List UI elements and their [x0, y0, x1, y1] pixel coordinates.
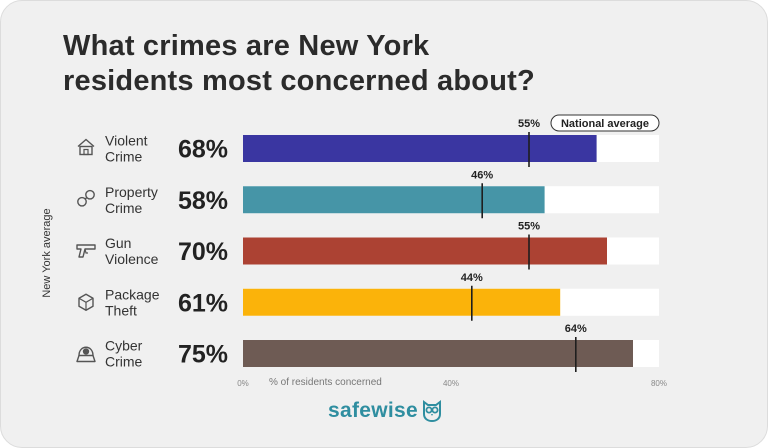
house-icon	[77, 138, 95, 156]
handcuffs-icon	[77, 189, 95, 207]
bar-ny-average	[243, 186, 545, 214]
bar-ny-average	[243, 340, 633, 367]
ny-value-label: 58%	[178, 187, 228, 215]
bar-ny-average	[243, 288, 561, 316]
ny-value-label: 61%	[178, 289, 228, 317]
owl-icon	[422, 400, 441, 423]
gun-icon	[76, 244, 96, 258]
chart-title-line-2: residents most concerned about?	[63, 65, 535, 97]
safewise-logo: safewise	[328, 397, 443, 425]
brand-name: safewise	[328, 399, 418, 422]
national-average-pill	[550, 114, 660, 132]
national-average-label: 64%	[565, 323, 587, 335]
bar-ny-average	[243, 237, 607, 265]
category-label: Package Theft	[105, 286, 160, 318]
ny-value-label: 75%	[178, 341, 228, 369]
package-icon	[78, 293, 94, 311]
ny-value-label: 70%	[178, 238, 228, 266]
chart-title: What crimes are New York residents most …	[63, 29, 623, 99]
x-tick-label: 0%	[237, 379, 249, 388]
category-label: Gun Violence	[105, 235, 159, 267]
chart-title-line-1: What crimes are New York	[63, 30, 430, 62]
category-label: Violent Crime	[105, 133, 148, 165]
national-average-label: 44%	[461, 272, 483, 284]
hacker-icon	[76, 346, 96, 363]
national-average-label: 46%	[471, 169, 493, 181]
national-average-label: 55%	[518, 118, 540, 130]
x-axis-label: % of residents concerned	[269, 377, 382, 388]
category-label: Cyber Crime	[105, 338, 143, 370]
ny-value-label: 68%	[178, 136, 228, 164]
y-axis-label: New York average	[41, 208, 53, 297]
legend-national-average: National average	[561, 118, 649, 130]
x-tick-label: 80%	[651, 379, 667, 388]
category-label: Property Crime	[105, 184, 158, 216]
national-average-label: 55%	[518, 221, 540, 233]
bar-ny-average	[243, 135, 597, 162]
x-tick-label: 40%	[443, 379, 459, 388]
